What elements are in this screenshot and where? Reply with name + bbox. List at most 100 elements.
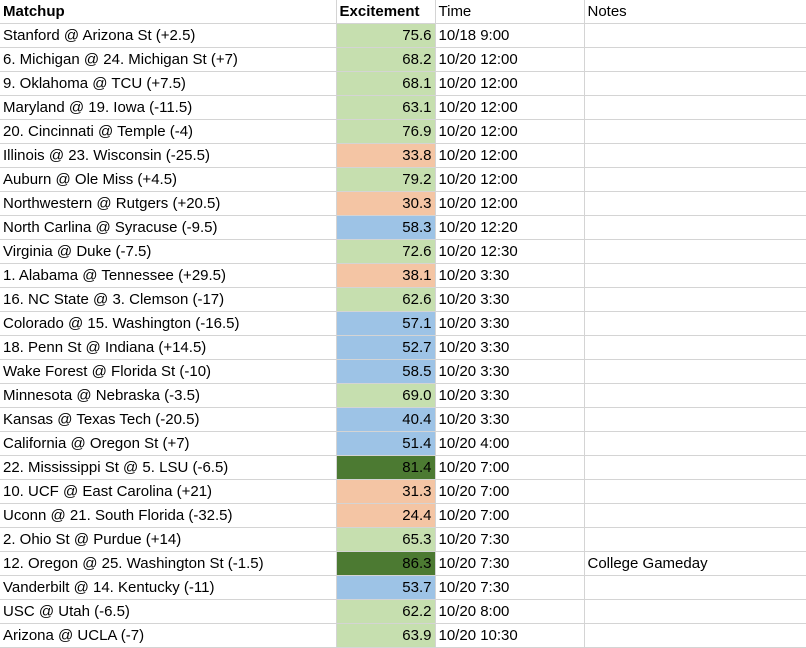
- excitement-cell[interactable]: 75.6: [336, 23, 436, 48]
- time-cell[interactable]: 10/20 3:30: [435, 383, 585, 408]
- notes-cell[interactable]: [584, 71, 806, 96]
- time-cell[interactable]: 10/20 12:20: [435, 215, 585, 240]
- excitement-cell[interactable]: 24.4: [336, 503, 436, 528]
- notes-cell[interactable]: College Gameday: [584, 551, 806, 576]
- notes-cell[interactable]: [584, 215, 806, 240]
- notes-cell[interactable]: [584, 23, 806, 48]
- matchup-cell[interactable]: 6. Michigan @ 24. Michigan St (+7): [0, 47, 337, 72]
- matchup-cell[interactable]: Arizona @ UCLA (-7): [0, 623, 337, 648]
- notes-cell[interactable]: [584, 383, 806, 408]
- notes-cell[interactable]: [584, 575, 806, 600]
- time-cell[interactable]: 10/20 12:00: [435, 119, 585, 144]
- matchup-cell[interactable]: Illinois @ 23. Wisconsin (-25.5): [0, 143, 337, 168]
- time-cell[interactable]: 10/20 12:00: [435, 191, 585, 216]
- excitement-cell[interactable]: 68.2: [336, 47, 436, 72]
- notes-cell[interactable]: [584, 431, 806, 456]
- time-cell[interactable]: 10/20 3:30: [435, 359, 585, 384]
- excitement-cell[interactable]: 33.8: [336, 143, 436, 168]
- time-cell[interactable]: 10/20 8:00: [435, 599, 585, 624]
- matchup-cell[interactable]: 12. Oregon @ 25. Washington St (-1.5): [0, 551, 337, 576]
- header-excitement[interactable]: Excitement: [336, 0, 436, 24]
- matchup-cell[interactable]: USC @ Utah (-6.5): [0, 599, 337, 624]
- excitement-cell[interactable]: 69.0: [336, 383, 436, 408]
- notes-cell[interactable]: [584, 95, 806, 120]
- excitement-cell[interactable]: 81.4: [336, 455, 436, 480]
- excitement-cell[interactable]: 65.3: [336, 527, 436, 552]
- notes-cell[interactable]: [584, 479, 806, 504]
- excitement-cell[interactable]: 58.3: [336, 215, 436, 240]
- notes-cell[interactable]: [584, 119, 806, 144]
- header-matchup[interactable]: Matchup: [0, 0, 337, 24]
- excitement-cell[interactable]: 63.1: [336, 95, 436, 120]
- time-cell[interactable]: 10/20 10:30: [435, 623, 585, 648]
- excitement-cell[interactable]: 86.3: [336, 551, 436, 576]
- matchup-cell[interactable]: Uconn @ 21. South Florida (-32.5): [0, 503, 337, 528]
- matchup-cell[interactable]: Auburn @ Ole Miss (+4.5): [0, 167, 337, 192]
- matchup-cell[interactable]: 10. UCF @ East Carolina (+21): [0, 479, 337, 504]
- excitement-cell[interactable]: 38.1: [336, 263, 436, 288]
- matchup-cell[interactable]: 16. NC State @ 3. Clemson (-17): [0, 287, 337, 312]
- notes-cell[interactable]: [584, 263, 806, 288]
- notes-cell[interactable]: [584, 623, 806, 648]
- time-cell[interactable]: 10/20 7:00: [435, 503, 585, 528]
- excitement-cell[interactable]: 63.9: [336, 623, 436, 648]
- matchup-cell[interactable]: 9. Oklahoma @ TCU (+7.5): [0, 71, 337, 96]
- time-cell[interactable]: 10/18 9:00: [435, 23, 585, 48]
- time-cell[interactable]: 10/20 12:00: [435, 47, 585, 72]
- matchup-cell[interactable]: Wake Forest @ Florida St (-10): [0, 359, 337, 384]
- excitement-cell[interactable]: 62.2: [336, 599, 436, 624]
- matchup-cell[interactable]: 22. Mississippi St @ 5. LSU (-6.5): [0, 455, 337, 480]
- excitement-cell[interactable]: 30.3: [336, 191, 436, 216]
- time-cell[interactable]: 10/20 7:30: [435, 527, 585, 552]
- time-cell[interactable]: 10/20 12:00: [435, 95, 585, 120]
- notes-cell[interactable]: [584, 455, 806, 480]
- notes-cell[interactable]: [584, 335, 806, 360]
- header-time[interactable]: Time: [435, 0, 585, 24]
- notes-cell[interactable]: [584, 191, 806, 216]
- header-notes[interactable]: Notes: [584, 0, 806, 24]
- time-cell[interactable]: 10/20 7:30: [435, 551, 585, 576]
- excitement-cell[interactable]: 53.7: [336, 575, 436, 600]
- time-cell[interactable]: 10/20 3:30: [435, 335, 585, 360]
- excitement-cell[interactable]: 62.6: [336, 287, 436, 312]
- excitement-cell[interactable]: 68.1: [336, 71, 436, 96]
- time-cell[interactable]: 10/20 7:00: [435, 455, 585, 480]
- time-cell[interactable]: 10/20 12:30: [435, 239, 585, 264]
- notes-cell[interactable]: [584, 359, 806, 384]
- time-cell[interactable]: 10/20 4:00: [435, 431, 585, 456]
- excitement-cell[interactable]: 58.5: [336, 359, 436, 384]
- notes-cell[interactable]: [584, 407, 806, 432]
- notes-cell[interactable]: [584, 143, 806, 168]
- time-cell[interactable]: 10/20 7:30: [435, 575, 585, 600]
- notes-cell[interactable]: [584, 47, 806, 72]
- excitement-cell[interactable]: 40.4: [336, 407, 436, 432]
- excitement-cell[interactable]: 76.9: [336, 119, 436, 144]
- excitement-cell[interactable]: 52.7: [336, 335, 436, 360]
- time-cell[interactable]: 10/20 12:00: [435, 143, 585, 168]
- matchup-cell[interactable]: Vanderbilt @ 14. Kentucky (-11): [0, 575, 337, 600]
- matchup-cell[interactable]: 20. Cincinnati @ Temple (-4): [0, 119, 337, 144]
- matchup-cell[interactable]: California @ Oregon St (+7): [0, 431, 337, 456]
- matchup-cell[interactable]: North Carlina @ Syracuse (-9.5): [0, 215, 337, 240]
- excitement-cell[interactable]: 31.3: [336, 479, 436, 504]
- notes-cell[interactable]: [584, 311, 806, 336]
- time-cell[interactable]: 10/20 12:00: [435, 71, 585, 96]
- matchup-cell[interactable]: Stanford @ Arizona St (+2.5): [0, 23, 337, 48]
- time-cell[interactable]: 10/20 3:30: [435, 263, 585, 288]
- notes-cell[interactable]: [584, 599, 806, 624]
- excitement-cell[interactable]: 72.6: [336, 239, 436, 264]
- excitement-cell[interactable]: 57.1: [336, 311, 436, 336]
- time-cell[interactable]: 10/20 3:30: [435, 311, 585, 336]
- matchup-cell[interactable]: Virginia @ Duke (-7.5): [0, 239, 337, 264]
- matchup-cell[interactable]: 2. Ohio St @ Purdue (+14): [0, 527, 337, 552]
- matchup-cell[interactable]: Maryland @ 19. Iowa (-11.5): [0, 95, 337, 120]
- matchup-cell[interactable]: Colorado @ 15. Washington (-16.5): [0, 311, 337, 336]
- time-cell[interactable]: 10/20 3:30: [435, 287, 585, 312]
- time-cell[interactable]: 10/20 3:30: [435, 407, 585, 432]
- excitement-cell[interactable]: 79.2: [336, 167, 436, 192]
- notes-cell[interactable]: [584, 239, 806, 264]
- matchup-cell[interactable]: 18. Penn St @ Indiana (+14.5): [0, 335, 337, 360]
- notes-cell[interactable]: [584, 167, 806, 192]
- matchup-cell[interactable]: Minnesota @ Nebraska (-3.5): [0, 383, 337, 408]
- notes-cell[interactable]: [584, 527, 806, 552]
